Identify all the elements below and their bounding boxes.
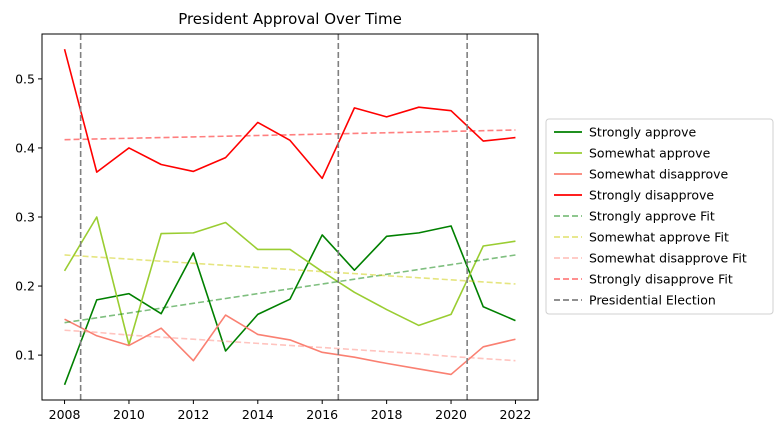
x-tick-label-2022: 2022	[500, 407, 532, 422]
series-line-strongly-disapprove	[63, 48, 516, 180]
series-line-somewhat-disapprove-fit	[64, 329, 516, 362]
y-tick-label-1: 0.2	[15, 279, 35, 294]
y-axis: 0.1 0.2 0.3 0.4 0.5	[15, 71, 42, 363]
x-tick-label-2008: 2008	[49, 407, 81, 422]
y-tick-label-4: 0.5	[15, 71, 35, 86]
legend-label-8: Presidential Election	[589, 293, 716, 308]
x-tick-label-2018: 2018	[371, 407, 403, 422]
series-line-strongly-approve	[63, 225, 516, 386]
x-axis: 2008 2010 2012 2014 2016 2018 2020 2022	[49, 400, 532, 422]
x-tick-label-2020: 2020	[435, 407, 467, 422]
legend-label-0: Strongly approve	[589, 125, 696, 140]
x-tick-label-2010: 2010	[113, 407, 145, 422]
legend-label-6: Somewhat disapprove Fit	[589, 251, 747, 266]
series-line-somewhat-approve	[63, 216, 516, 346]
y-tick-label-3: 0.4	[15, 140, 35, 155]
x-tick-label-2014: 2014	[242, 407, 274, 422]
legend: Strongly approve Somewhat approve Somewhat…	[545, 118, 774, 315]
y-tick-label-0: 0.1	[15, 348, 35, 363]
legend-label-7: Strongly disapprove Fit	[589, 272, 733, 287]
legend-label-2: Somewhat disapprove	[589, 167, 728, 182]
legend-box	[545, 118, 774, 315]
series-line-somewhat-disapprove	[64, 314, 516, 376]
plot-lines	[63, 34, 516, 400]
x-tick-label-2012: 2012	[177, 407, 209, 422]
x-tick-label-2016: 2016	[306, 407, 338, 422]
series-line-somewhat-approve-fit	[64, 254, 516, 285]
legend-label-4: Strongly approve Fit	[589, 209, 715, 224]
series-line-strongly-disapprove-fit	[64, 129, 516, 141]
series-line-strongly-approve-fit	[64, 254, 516, 324]
legend-label-1: Somewhat approve	[589, 146, 711, 161]
legend-label-5: Somewhat approve Fit	[589, 230, 729, 245]
chart-title: President Approval Over Time	[178, 10, 402, 28]
y-tick-label-2: 0.3	[15, 210, 35, 225]
legend-label-3: Strongly disapprove	[589, 188, 714, 203]
